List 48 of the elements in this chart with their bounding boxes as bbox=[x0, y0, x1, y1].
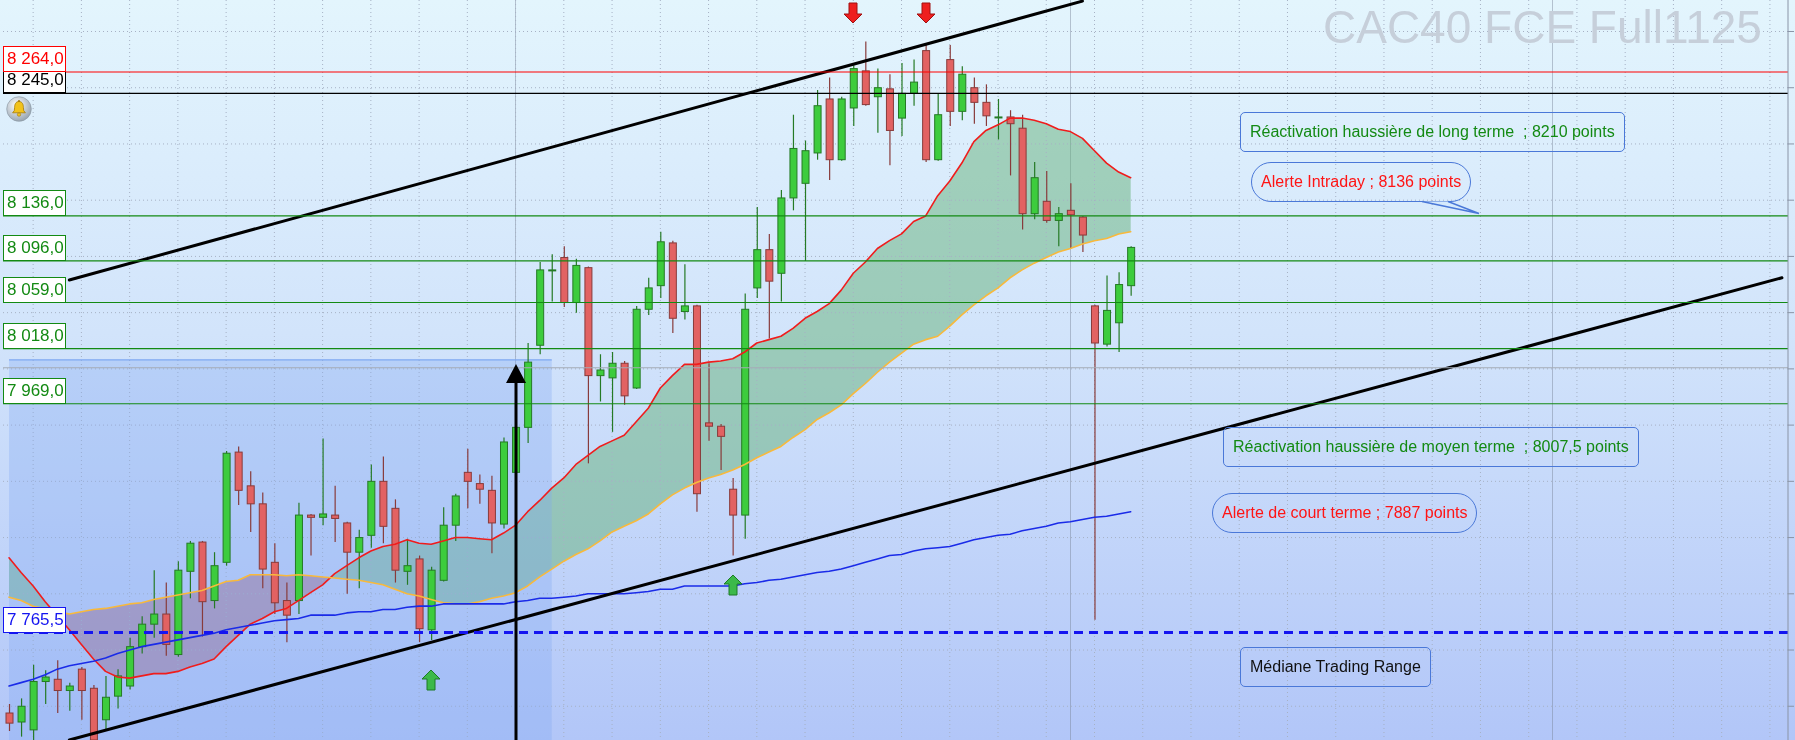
ref-line-label: 8 096,0 bbox=[3, 234, 66, 261]
candlestick bbox=[101, 675, 110, 731]
candlestick bbox=[403, 538, 412, 586]
candlestick bbox=[463, 448, 472, 509]
candlestick bbox=[114, 668, 123, 710]
candlestick bbox=[1042, 170, 1051, 224]
candlestick bbox=[717, 423, 726, 471]
candlestick bbox=[17, 697, 26, 738]
candlestick bbox=[41, 669, 50, 705]
candlestick bbox=[475, 473, 484, 505]
candlestick bbox=[319, 438, 328, 526]
annotation: Réactivation haussière de moyen terme ; 8007,5 points bbox=[1223, 427, 1639, 467]
candlestick bbox=[355, 529, 364, 589]
candlestick bbox=[705, 362, 714, 442]
candlestick bbox=[1078, 215, 1087, 253]
ref-line-label: 8 018,0 bbox=[3, 322, 66, 349]
candlestick bbox=[246, 470, 255, 533]
annotation: Réactivation haussière de long terme ; 8210 points bbox=[1240, 112, 1625, 152]
candlestick bbox=[1066, 182, 1075, 250]
ref-line-label: 8 264,0 bbox=[3, 45, 66, 72]
candlestick bbox=[138, 615, 147, 654]
candlestick bbox=[53, 659, 62, 714]
candlestick bbox=[970, 77, 979, 125]
candlestick bbox=[982, 83, 991, 127]
candlestick bbox=[608, 351, 617, 433]
candlestick bbox=[994, 98, 1003, 141]
ref-line-label: 7 765,5 bbox=[3, 606, 66, 633]
ref-line-label: 7 969,0 bbox=[3, 377, 66, 404]
candlestick bbox=[282, 581, 291, 643]
candlestick bbox=[548, 253, 557, 302]
ref-line-label: 8 136,0 bbox=[3, 189, 66, 216]
candlestick bbox=[77, 666, 86, 721]
candlestick bbox=[5, 703, 14, 732]
annotation: Médiane Trading Range bbox=[1240, 647, 1431, 687]
annotation: Alerte de court terme ; 7887 points bbox=[1212, 493, 1478, 533]
ref-line-label: 8 059,0 bbox=[3, 276, 66, 303]
candlestick bbox=[910, 59, 919, 107]
candlestick bbox=[307, 513, 316, 557]
candlestick bbox=[331, 485, 340, 543]
candlestick bbox=[680, 263, 689, 320]
candlestick bbox=[150, 569, 159, 639]
annotation: Alerte Intraday ; 8136 points bbox=[1251, 162, 1472, 202]
candlestick bbox=[65, 682, 74, 712]
candlestick bbox=[1006, 109, 1015, 177]
ref-line-label: 8 245,0 bbox=[3, 67, 66, 94]
candlestick bbox=[596, 353, 605, 403]
candlestick bbox=[644, 277, 653, 316]
candlestick bbox=[873, 68, 882, 134]
